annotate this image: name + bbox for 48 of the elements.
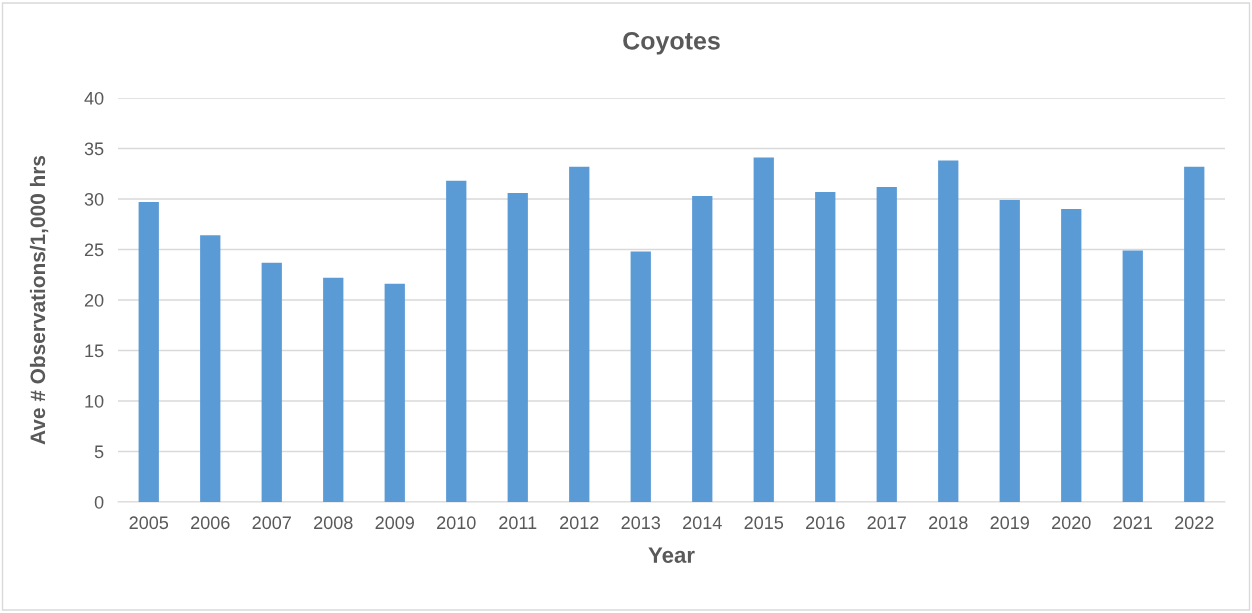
- x-tick-label: 2015: [744, 516, 784, 530]
- x-tick-label: 2016: [806, 516, 845, 530]
- x-axis-title: Year: [648, 547, 695, 563]
- bar: [999, 200, 1020, 502]
- chart-title: Coyotes: [623, 31, 720, 55]
- x-tick-label: 2021: [1113, 516, 1152, 530]
- y-tick-label: 10: [85, 394, 104, 408]
- y-axis-title: Ave # Observations/1,000 hrs: [29, 155, 49, 445]
- y-tick-label: 5: [94, 445, 104, 459]
- bar: [384, 283, 405, 502]
- x-tick-label: 2011: [499, 516, 537, 530]
- x-tick-label: 2010: [437, 516, 476, 530]
- bar: [261, 262, 282, 502]
- x-tick-label: 2017: [867, 516, 906, 530]
- y-tick-label: 15: [85, 344, 104, 358]
- bar: [323, 277, 344, 502]
- bar: [753, 157, 774, 502]
- x-tick-label: 2018: [929, 516, 968, 530]
- bar: [446, 180, 467, 502]
- bar: [815, 191, 836, 502]
- bar: [1061, 209, 1082, 502]
- bar: [569, 166, 590, 502]
- x-tick-label: 2020: [1052, 516, 1091, 530]
- bar: [876, 186, 897, 502]
- x-tick-label: 2006: [191, 516, 230, 530]
- bar: [938, 160, 959, 502]
- bar: [507, 192, 528, 502]
- x-tick-label: 2007: [252, 516, 291, 530]
- x-tick-label: 2005: [129, 516, 169, 530]
- y-tick-label: 35: [84, 142, 104, 156]
- x-tick-label: 2013: [621, 516, 661, 530]
- x-tick-label: 2009: [375, 516, 414, 530]
- bar: [138, 202, 159, 502]
- bar: [200, 235, 221, 502]
- bar: [1122, 250, 1143, 502]
- x-tick-label: 2008: [314, 516, 353, 530]
- bar: [692, 195, 713, 502]
- y-tick-label: 30: [84, 192, 104, 206]
- x-tick-label: 2019: [990, 516, 1029, 530]
- x-tick-label: 2022: [1175, 516, 1214, 530]
- y-tick-label: 25: [84, 243, 104, 257]
- y-tick-label: 40: [84, 91, 104, 105]
- x-tick-label: 2012: [560, 516, 599, 530]
- x-tick-label: 2014: [683, 516, 722, 530]
- y-tick-label: 20: [84, 293, 104, 307]
- bar: [630, 251, 651, 502]
- y-tick-label: 0: [94, 495, 104, 509]
- bar: [1184, 166, 1205, 502]
